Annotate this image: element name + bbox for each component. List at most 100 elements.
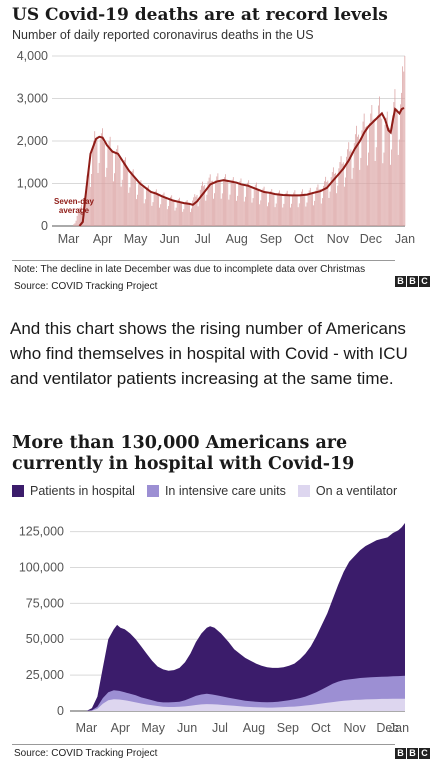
deaths-bar <box>193 197 195 226</box>
legend-swatch-ventilator <box>297 485 310 497</box>
deaths-bar <box>97 172 99 226</box>
deaths-bar <box>305 206 307 226</box>
deaths-bar <box>272 194 274 226</box>
deaths-bar <box>382 163 384 226</box>
deaths-bar <box>142 187 144 226</box>
deaths-bar <box>194 194 196 226</box>
deaths-bar <box>389 128 390 226</box>
deaths-bar <box>336 193 338 226</box>
bbc-logo-2-b2: B <box>407 748 418 759</box>
deaths-bar <box>137 194 138 226</box>
deaths-bar <box>275 203 277 226</box>
deaths-bar <box>343 186 345 226</box>
deaths-bar <box>321 198 323 226</box>
deaths-bar <box>369 122 371 226</box>
deaths-bar <box>166 209 168 226</box>
deaths-bar <box>165 197 167 226</box>
deaths-bar <box>199 189 201 226</box>
deaths-bar <box>372 119 374 226</box>
deaths-bar <box>332 167 334 226</box>
bbc-logo-2-b1: B <box>395 748 406 759</box>
deaths-bar <box>240 178 242 226</box>
deaths-bar <box>186 199 188 226</box>
deaths-bar <box>326 181 328 226</box>
deaths-bar <box>179 197 180 226</box>
deaths-bar <box>252 198 254 226</box>
hospital-x-tick: May <box>141 721 165 735</box>
deaths-bar <box>164 197 166 226</box>
deaths-bar <box>367 165 368 226</box>
deaths-bar <box>390 164 391 226</box>
deaths-bar <box>183 209 185 226</box>
hospital-x-tick: Jul <box>212 721 228 735</box>
deaths-bar <box>113 181 114 226</box>
deaths-bar <box>87 175 89 226</box>
deaths-bar <box>363 113 365 226</box>
legend-swatch-hospital <box>12 485 24 497</box>
hospital-chart-title: More than 130,000 Americans are currentl… <box>12 433 355 474</box>
deaths-bar <box>197 206 199 226</box>
deaths-bar <box>260 200 262 226</box>
legend-ventilator: On a ventilator <box>297 484 397 498</box>
deaths-bar <box>238 184 240 226</box>
deaths-y-tick: 2,000 <box>17 134 48 148</box>
deaths-bar <box>328 197 330 226</box>
deaths-bar <box>207 181 209 226</box>
deaths-chart-subtitle: Number of daily reported coronavirus dea… <box>12 28 314 42</box>
hospital-y-axis-labels: 0 25,000 50,000 75,000 100,000 125,000 <box>19 525 64 718</box>
deaths-bar <box>152 202 154 226</box>
deaths-bar <box>357 136 358 226</box>
deaths-bar <box>290 207 291 226</box>
deaths-bar <box>353 143 355 226</box>
deaths-bar <box>94 131 96 226</box>
deaths-bar <box>401 92 402 226</box>
deaths-bar <box>263 186 265 226</box>
deaths-bar <box>368 152 369 226</box>
bbc-logo-2-c: C <box>419 748 430 759</box>
deaths-bar <box>315 190 317 226</box>
deaths-bar <box>364 127 366 226</box>
deaths-bar <box>325 176 327 226</box>
bbc-logo-2: B B C <box>395 748 430 759</box>
deaths-bar <box>309 187 311 226</box>
deaths-bar <box>107 146 109 226</box>
deaths-bar <box>282 207 284 226</box>
deaths-bar <box>73 224 75 226</box>
deaths-bar <box>92 150 93 226</box>
deaths-bar <box>119 158 121 226</box>
deaths-bar <box>148 185 149 226</box>
deaths-bar <box>323 185 324 226</box>
deaths-bar <box>299 194 301 226</box>
deaths-bar <box>201 185 202 226</box>
deaths-bar <box>352 167 354 226</box>
deaths-bar <box>188 203 190 226</box>
bbc-logo: B B C <box>395 276 430 287</box>
deaths-bar <box>294 190 296 226</box>
deaths-bar <box>334 173 335 226</box>
deaths-bar <box>242 185 244 226</box>
deaths-bar <box>232 177 234 226</box>
deaths-bar <box>106 167 108 226</box>
deaths-x-tick: Dec <box>360 232 382 246</box>
hospital-y-tick: 25,000 <box>26 668 64 682</box>
deaths-bar <box>96 136 98 226</box>
deaths-bar <box>202 181 203 226</box>
deaths-bar <box>247 182 248 226</box>
deaths-bar <box>244 196 246 226</box>
deaths-bar <box>318 189 320 226</box>
deaths-bar <box>116 149 118 226</box>
deaths-bar <box>261 190 263 226</box>
deaths-y-tick: 3,000 <box>17 92 48 106</box>
deaths-bar <box>233 183 235 226</box>
deaths-bar <box>144 199 146 226</box>
deaths-bar <box>110 149 112 226</box>
deaths-bar <box>209 174 211 226</box>
deaths-bar <box>251 202 253 226</box>
deaths-bar <box>182 211 184 226</box>
deaths-bar <box>277 192 279 226</box>
deaths-bar <box>128 192 130 226</box>
legend-icu: In intensive care units <box>146 484 286 498</box>
deaths-bar <box>196 194 198 226</box>
deaths-bar <box>162 194 164 226</box>
